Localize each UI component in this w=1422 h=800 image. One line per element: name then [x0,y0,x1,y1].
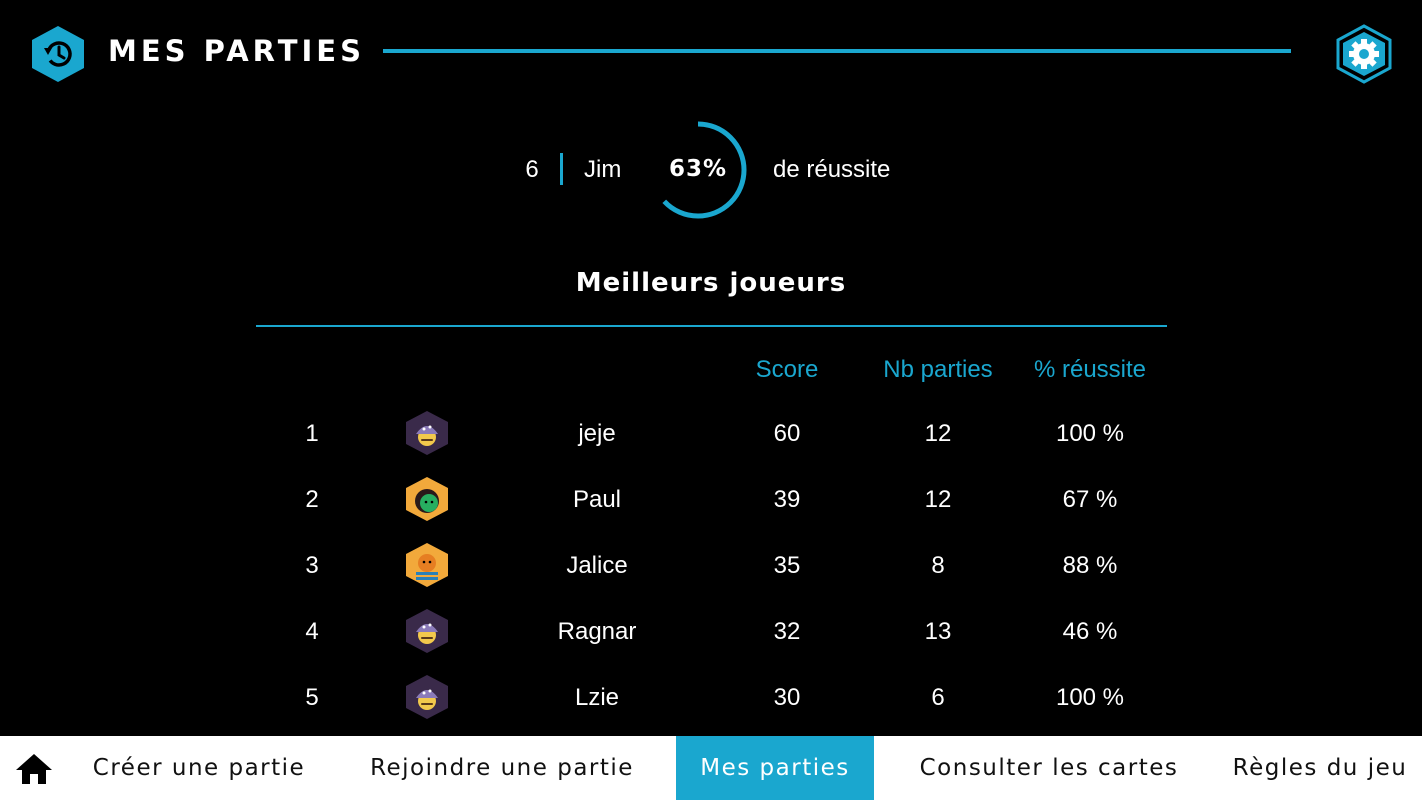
player-avatar-icon [406,477,448,521]
row-rank: 1 [305,420,319,447]
column-header-games: Nb parties [883,356,993,383]
row-success-rate: 100 % [1055,420,1125,447]
row-games: 12 [924,420,952,447]
row-score: 60 [773,420,801,447]
row-games: 6 [931,684,945,711]
row-player-name: Paul [572,486,622,513]
page-title: MES PARTIES [108,34,365,68]
header-divider [383,49,1291,53]
player-avatar-icon [406,675,448,719]
success-percent: 63% [668,156,728,182]
table-row: 3 Jalice 35 8 88 % [0,542,1422,602]
header: MES PARTIES [0,0,1422,110]
row-player-name: Lzie [574,684,620,711]
row-success-rate: 46 % [1062,618,1118,645]
player-avatar-icon [406,543,448,587]
leaderboard-title: Meilleurs joueurs [575,268,847,298]
row-rank: 5 [305,684,319,711]
row-success-rate: 100 % [1055,684,1125,711]
row-rank: 3 [305,552,319,579]
home-icon[interactable] [14,750,54,786]
row-games: 12 [924,486,952,513]
player-avatar-icon [406,609,448,653]
row-rank: 2 [305,486,319,513]
row-score: 32 [773,618,801,645]
success-label: de réussite [773,156,891,183]
summary-separator [560,153,563,185]
nav-browse-cards[interactable]: Consulter les cartes [919,755,1179,781]
row-score: 35 [773,552,801,579]
row-success-rate: 88 % [1062,552,1118,579]
row-player-name: jeje [578,420,616,447]
games-count: 6 [525,156,539,183]
table-row: 4 Ragnar 32 13 46 % [0,608,1422,668]
nav-game-rules[interactable]: Règles du jeu [1232,755,1408,781]
table-row: 5 Lzie 30 6 100 % [0,674,1422,734]
row-success-rate: 67 % [1062,486,1118,513]
table-row: 1 jeje 60 12 100 % [0,410,1422,470]
nav-join-game[interactable]: Rejoindre une partie [370,755,634,781]
row-score: 39 [773,486,801,513]
nav-create-game[interactable]: Créer une partie [92,755,306,781]
row-games: 8 [931,552,945,579]
row-score: 30 [773,684,801,711]
column-header-score: Score [755,356,819,383]
column-header-rate: % réussite [1033,356,1147,383]
row-player-name: Ragnar [557,618,637,645]
history-icon [32,26,84,82]
success-ring [649,121,747,219]
row-games: 13 [924,618,952,645]
player-name: Jim [584,156,622,183]
nav-my-games[interactable]: Mes parties [676,736,874,800]
row-rank: 4 [305,618,319,645]
player-avatar-icon [406,411,448,455]
leaderboard-divider [256,325,1167,327]
player-summary: 6 Jim 63% de réussite [0,118,1422,222]
gear-icon[interactable] [1336,24,1392,84]
row-player-name: Jalice [566,552,628,579]
table-row: 2 Paul 39 12 67 % [0,476,1422,536]
bottom-nav: Créer une partie Rejoindre une partie Me… [0,736,1422,800]
